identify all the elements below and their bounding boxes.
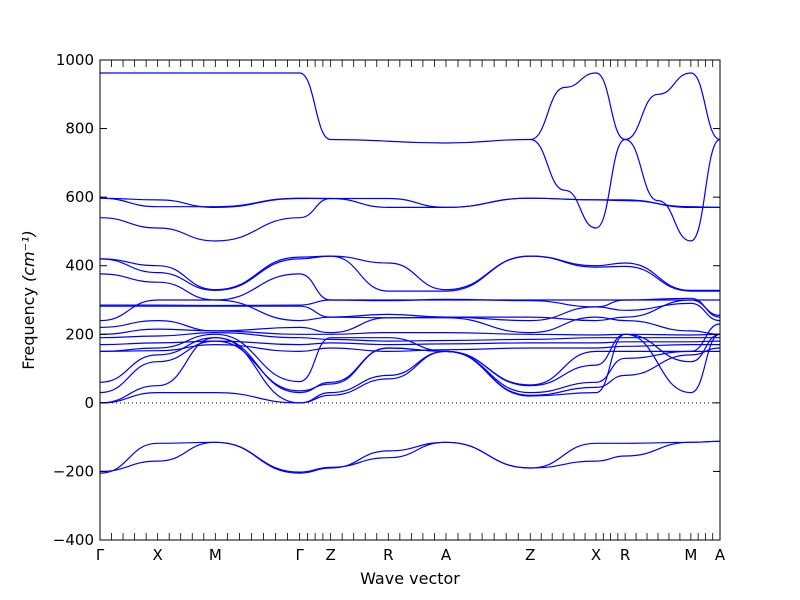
y-tick-label: 600 <box>65 188 94 206</box>
band-line-4 <box>99 197 721 209</box>
y-tick-label: 200 <box>65 325 94 343</box>
band-line-14 <box>99 331 720 342</box>
y-axis: −400 −200 0 200 400 600 800 1000 <box>53 51 720 549</box>
x-tick-label: M <box>209 546 222 564</box>
band-line-1 <box>100 72 721 144</box>
y-axis-label: Frequency (cm⁻¹) <box>19 230 38 369</box>
band-line-17 <box>99 333 721 386</box>
x-tick-label: A <box>715 546 726 564</box>
x-tick-label: X <box>153 546 163 564</box>
x-tick-label: Γ <box>295 546 304 564</box>
x-tick-label: R <box>620 546 630 564</box>
series-group <box>99 72 721 474</box>
y-tick-label: 400 <box>65 257 94 275</box>
x-tick-label: Z <box>525 546 535 564</box>
x-tick-label: Z <box>325 546 335 564</box>
x-tick-label: X <box>591 546 601 564</box>
y-tick-label: −400 <box>53 531 94 549</box>
band-line-21 <box>99 347 721 404</box>
y-tick-label: 0 <box>84 394 94 412</box>
band-line-9 <box>99 297 721 318</box>
band-line-23 <box>99 440 721 474</box>
band-line-5 <box>99 197 331 242</box>
y-axis-label-text: Frequency <box>19 282 38 370</box>
band-line-2 <box>530 138 721 242</box>
band-line-3 <box>99 197 720 209</box>
axes-frame <box>99 59 721 541</box>
band-line-11 <box>99 299 721 322</box>
y-tick-label: 1000 <box>56 51 94 69</box>
x-axis-label: Wave vector <box>360 569 460 588</box>
band-line-7 <box>99 255 720 292</box>
x-tick-label: R <box>383 546 393 564</box>
band-line-20 <box>99 333 721 404</box>
y-axis-label-unit: (cm⁻¹) <box>19 230 38 282</box>
band-line-19 <box>99 323 721 394</box>
x-tick-label: Γ <box>96 546 105 564</box>
y-tick-label: −200 <box>53 462 94 480</box>
x-tick-label: A <box>441 546 452 564</box>
y-tick-label: 800 <box>65 120 94 138</box>
x-tick-label: M <box>684 546 697 564</box>
